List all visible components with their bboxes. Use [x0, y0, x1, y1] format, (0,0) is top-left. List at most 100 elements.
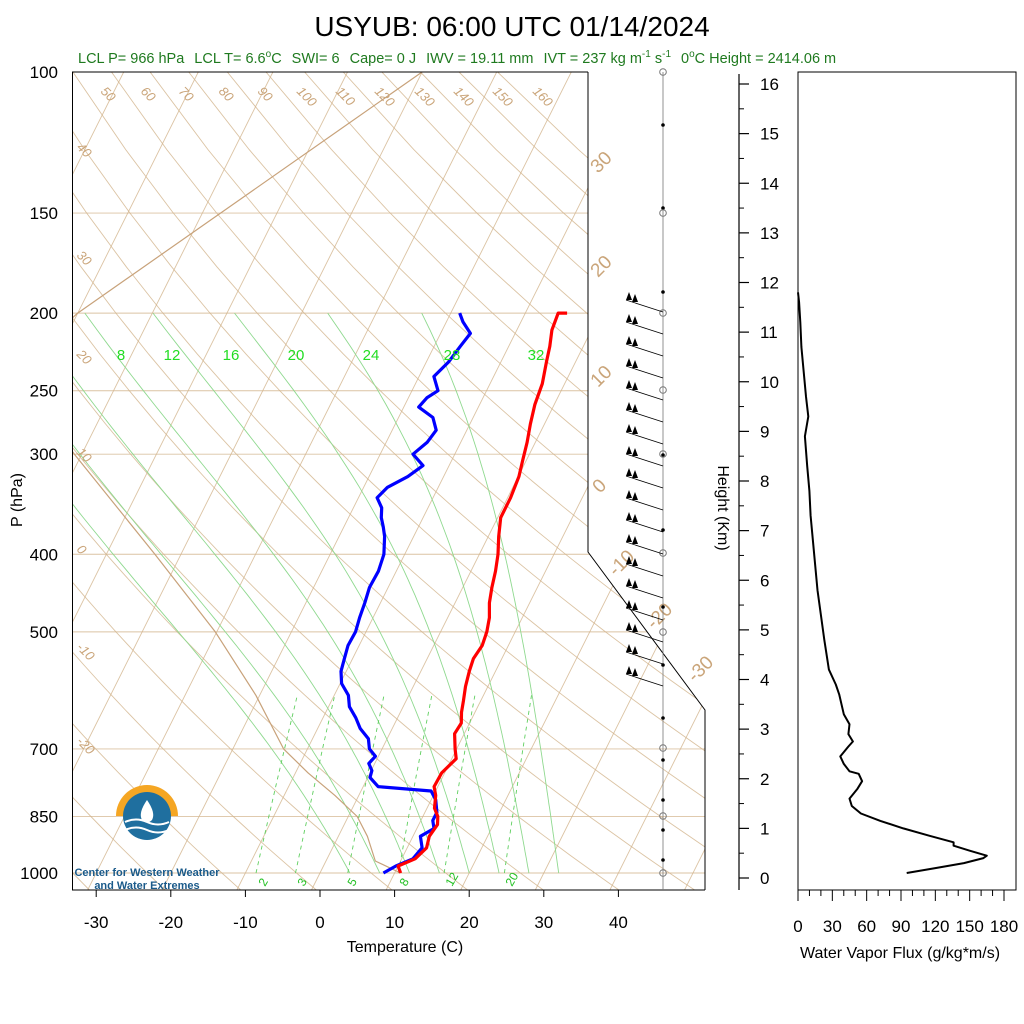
ivt-unit-exponent-1: -1	[642, 49, 651, 60]
dry-adiabat-label: 100	[294, 84, 320, 110]
isotherm-right-label: 0	[589, 475, 611, 497]
wind-barb-staff	[625, 673, 664, 687]
temperature-tick-label: 0	[315, 913, 324, 932]
height-tick-label: 4	[760, 671, 769, 690]
wind-calm-dot	[661, 206, 665, 210]
mixing-ratio-label: 8	[396, 875, 412, 888]
wind-barbs	[625, 68, 667, 890]
moist-adiabat-line	[327, 312, 530, 874]
dry-adiabat-line	[72, 72, 468, 890]
dry-adiabat-line	[304, 72, 705, 890]
temperature-tick-label: -30	[84, 913, 109, 932]
wind-barb-pennant	[626, 446, 638, 456]
wind-barb-staff	[625, 519, 664, 533]
mixing-ratio-label: 12	[442, 870, 461, 889]
isotherm-line	[609, 72, 705, 890]
wind-calm-dot	[661, 528, 665, 532]
dry-adiabat-label: 80	[216, 84, 237, 105]
dewpoint-profile	[339, 312, 472, 875]
wind-barb-pennant	[626, 424, 638, 434]
logo-line-1: Center for Western Weather	[74, 867, 220, 879]
height-tick-label: 7	[760, 522, 769, 541]
wind-barb-pennant	[626, 490, 638, 500]
lcl-temperature-unit: C	[271, 51, 281, 67]
moist-adiabat-label: 8	[117, 347, 125, 364]
wind-barb-staff	[625, 541, 664, 555]
pressure-tick-label: 850	[30, 807, 58, 826]
lcl-pressure: LCL P= 966 hPa	[78, 51, 185, 67]
isotherm-left-label: 20	[73, 346, 95, 368]
wind-barb-pennant	[626, 622, 638, 632]
wind-barb-staff	[625, 585, 664, 599]
isotherm-line	[72, 72, 423, 890]
wind-barb-pennant	[626, 578, 638, 588]
wind-barb-staff	[625, 431, 664, 445]
flux-profile	[797, 292, 988, 874]
wind-barb-pennant	[626, 666, 638, 676]
mixing-ratio-line	[443, 695, 476, 874]
dry-adiabat-label: 130	[412, 84, 438, 110]
pressure-tick-label: 200	[30, 304, 58, 323]
pressure-tick-label: 400	[30, 545, 58, 564]
wind-barb-pennant	[626, 556, 638, 566]
height-tick-label: 11	[760, 323, 778, 342]
dry-adiabat-label: 60	[138, 84, 159, 105]
lcl-temperature: LCL T= 6.6	[194, 51, 265, 67]
mixing-ratio-label: 2	[255, 875, 271, 888]
dry-adiabat-label: 120	[372, 84, 398, 110]
ivt-value: IVT = 237 kg m	[543, 51, 641, 67]
temperature-tick-label: -10	[233, 913, 258, 932]
dry-adiabat-label: 70	[176, 84, 197, 105]
height-tick-label: 3	[760, 720, 769, 739]
dry-adiabat-label: 110	[333, 84, 359, 110]
height-tick-label: 16	[760, 75, 779, 94]
mixing-ratio-line	[397, 695, 433, 874]
skewt-profiles	[72, 72, 568, 875]
dry-adiabat-line	[72, 72, 705, 890]
isotherm-left-label: 40	[74, 140, 95, 161]
degree-mark: o	[266, 49, 272, 60]
pressure-tick-label: 250	[30, 382, 58, 401]
cw3e-logo: Center for Western Weather and Water Ext…	[74, 785, 220, 892]
mixing-ratio-label: 5	[344, 875, 360, 888]
dry-adiabat-line	[72, 72, 695, 890]
mixing-ratio-line	[295, 695, 336, 874]
skewt-background-lines	[72, 72, 705, 890]
wind-level-circle	[659, 450, 667, 458]
flux-frame	[797, 71, 1017, 891]
isotherm-left-label: -20	[74, 734, 98, 758]
y-axis-label: P (hPa)	[9, 473, 26, 527]
ivt-unit-exponent-2: -1	[662, 49, 671, 60]
flux-tick-label: 0	[793, 917, 802, 936]
wind-barb-staff	[625, 409, 664, 423]
wind-barb-pennant	[626, 336, 638, 346]
wind-calm-dot	[661, 858, 665, 862]
isotherm-right-label: 30	[587, 148, 617, 178]
mixing-ratio-label: 20	[502, 870, 521, 889]
wind-calm-dot	[661, 290, 665, 294]
height-tick-label: 12	[760, 274, 779, 293]
height-tick-label: 0	[760, 869, 769, 888]
x-axis-label: Temperature (C)	[347, 939, 463, 956]
isotherm-right-label: -20	[643, 599, 677, 633]
wind-barb-staff	[625, 343, 664, 357]
isotherm-line	[161, 72, 572, 890]
wind-barb-staff	[625, 651, 664, 665]
chart-title: USYUB: 06:00 UTC 01/14/2024	[314, 11, 709, 42]
wind-calm-dot	[661, 605, 665, 609]
mixing-ratio-line	[347, 695, 385, 874]
moist-adiabat-label: 32	[528, 347, 545, 364]
wind-barb-staff	[625, 563, 664, 577]
isotherm-left-label: 30	[74, 248, 95, 269]
dry-adiabat-line	[265, 72, 705, 890]
wind-barb-pennant	[626, 644, 638, 654]
pressure-tick-label: 100	[30, 63, 58, 82]
zero-height-label: 0	[681, 51, 689, 67]
dry-adiabat-line	[72, 72, 705, 890]
wind-level-circle	[659, 209, 667, 217]
mixing-ratio-line	[503, 695, 532, 874]
temperature-axis: -30 -20 -10 0 10 20 30 40	[84, 890, 628, 932]
